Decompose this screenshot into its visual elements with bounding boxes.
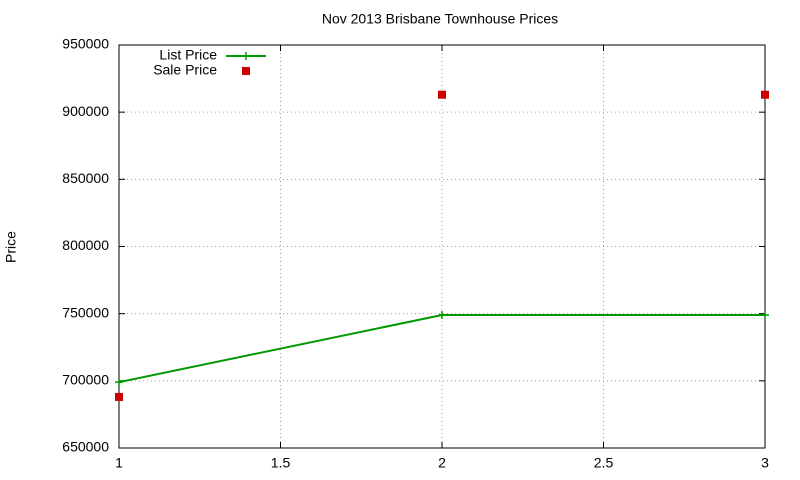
legend-marker — [242, 52, 250, 60]
chart-title: Nov 2013 Brisbane Townhouse Prices — [322, 11, 558, 27]
legend-label: Sale Price — [153, 62, 217, 78]
y-tick-label: 650000 — [62, 439, 109, 455]
point — [438, 311, 446, 320]
point — [761, 311, 769, 320]
x-tick-label: 1.5 — [271, 455, 291, 471]
y-axis-label: Price — [3, 231, 19, 263]
x-tick-label: 2.5 — [594, 455, 614, 471]
point — [438, 90, 446, 99]
legend-label: List Price — [159, 47, 217, 63]
y-tick-label: 750000 — [62, 304, 109, 320]
x-tick-label: 1 — [115, 455, 123, 471]
legend-marker — [242, 67, 250, 75]
point — [115, 392, 123, 401]
y-tick-label: 950000 — [62, 36, 109, 52]
x-tick-label: 3 — [761, 455, 769, 471]
plot-border — [118, 44, 766, 449]
point — [115, 378, 123, 387]
y-tick-label: 850000 — [62, 170, 109, 186]
y-tick-label: 800000 — [62, 237, 109, 253]
x-tick-label: 2 — [438, 455, 446, 471]
y-tick-label: 900000 — [62, 103, 109, 119]
point — [761, 90, 769, 99]
y-tick-label: 700000 — [62, 372, 109, 388]
